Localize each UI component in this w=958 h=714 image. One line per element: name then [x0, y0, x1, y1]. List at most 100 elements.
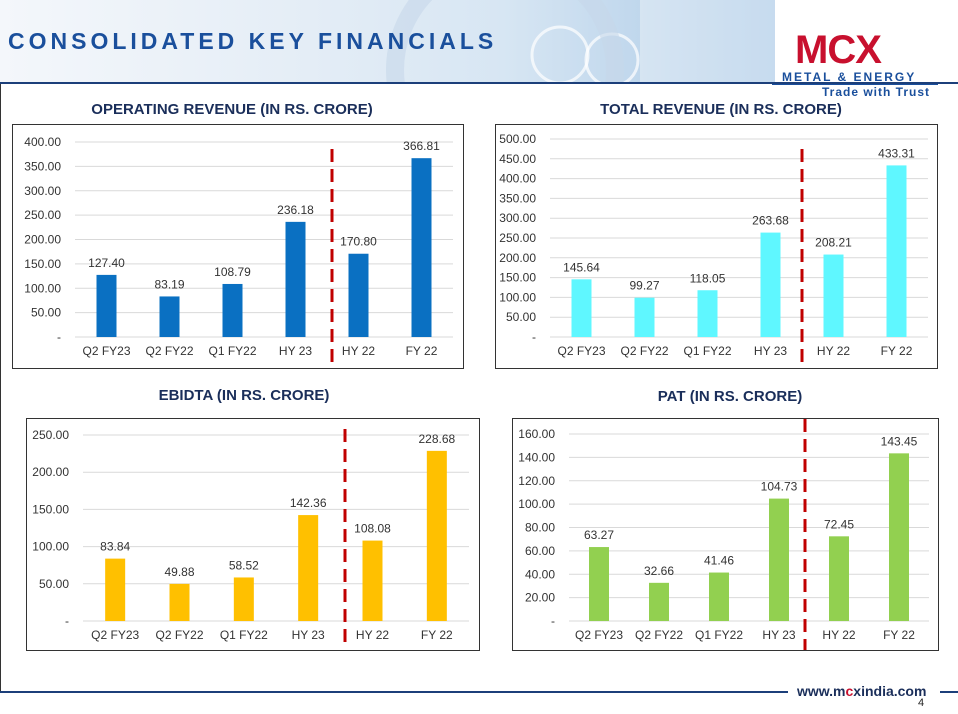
category-label: FY 22 [881, 344, 913, 358]
bar [96, 274, 117, 337]
category-label: HY 22 [817, 344, 850, 358]
category-label: HY 23 [292, 628, 325, 642]
chart-total-revenue: - 50.00 100.00 150.00 200.00 250.00 300.00 350.… [495, 124, 938, 369]
bar [589, 547, 609, 621]
y-tick-label: 350.00 [24, 159, 61, 173]
data-label: 145.64 [563, 260, 600, 274]
y-tick-label: 50.00 [39, 577, 69, 591]
chart-pat: - 20.00 40.00 60.00 80.00 100.00 120.00 140.00 1… [512, 418, 939, 651]
y-tick-label: 100.00 [32, 540, 69, 554]
y-tick-label: 150.00 [499, 271, 536, 285]
y-tick-label: 140.00 [518, 450, 555, 464]
slide-left-border [0, 84, 1, 692]
category-label: Q1 FY22 [220, 628, 268, 642]
footer-rule-left [0, 691, 788, 693]
bar [709, 572, 729, 621]
data-label: 32.66 [644, 564, 674, 578]
category-label: Q2 FY23 [82, 344, 130, 358]
y-tick-label: 60.00 [525, 544, 555, 558]
y-tick-label: 200.00 [499, 251, 536, 265]
chart-ebidta-svg: - 50.00 100.00 150.00 200.00 250.00 83.84 Q2 FY… [32, 428, 469, 645]
y-tick-label: 150.00 [32, 502, 69, 516]
data-label: 83.19 [154, 277, 184, 291]
category-label: Q1 FY22 [208, 344, 256, 358]
bar [285, 221, 306, 337]
category-label: HY 22 [342, 344, 375, 358]
slide-title: CONSOLIDATED KEY FINANCIALS [8, 28, 498, 54]
y-tick-label: 200.00 [24, 233, 61, 247]
chart-ebidta: - 50.00 100.00 150.00 200.00 250.00 83.84 Q2 FY… [26, 418, 480, 651]
footer-website-link[interactable]: www.mcxindia.com [797, 683, 926, 699]
y-tick-label: 500.00 [499, 132, 536, 146]
chart-title-total-revenue: TOTAL REVENUE (IN RS. CRORE) [600, 101, 842, 118]
bar [298, 515, 319, 621]
category-label: Q2 FY23 [575, 628, 623, 642]
category-label: FY 22 [421, 628, 453, 642]
logo-tagline: Trade with Trust [822, 85, 931, 99]
logo-subtitle: METAL & ENERGY [782, 70, 917, 84]
y-tick-label: 160.00 [518, 427, 555, 441]
y-tick-label: 100.00 [24, 281, 61, 295]
bar [649, 582, 669, 621]
y-tick-label: 20.00 [525, 591, 555, 605]
data-label: 118.05 [690, 271, 726, 285]
data-label: 72.45 [824, 517, 854, 531]
data-label: 236.18 [277, 203, 314, 217]
bar [769, 498, 789, 621]
category-label: FY 22 [883, 628, 915, 642]
y-tick-label: 50.00 [31, 306, 61, 320]
bar [411, 158, 432, 337]
category-label: Q2 FY23 [91, 628, 139, 642]
data-label: 108.08 [354, 522, 391, 536]
bar [823, 254, 844, 337]
data-label: 263.68 [752, 214, 789, 228]
category-label: Q1 FY22 [695, 628, 743, 642]
chart-total-revenue-svg: - 50.00 100.00 150.00 200.00 250.00 300.00 350.… [499, 132, 928, 368]
page-number: 4 [918, 697, 925, 709]
bar [829, 536, 849, 621]
data-label: 108.79 [214, 265, 251, 279]
y-tick-label: 50.00 [506, 310, 536, 324]
data-label: 170.80 [340, 235, 377, 249]
category-label: HY 23 [762, 628, 795, 642]
data-label: 127.40 [88, 256, 125, 270]
bar [426, 450, 447, 621]
y-tick-label: 400.00 [24, 135, 61, 149]
footer-rule-right [940, 691, 958, 693]
banner-decoration [386, 0, 775, 82]
data-label: 143.45 [881, 434, 918, 448]
data-label: 208.21 [815, 236, 852, 250]
y-tick-label: - [65, 614, 69, 628]
y-tick-label: 80.00 [525, 521, 555, 535]
bar [886, 165, 907, 337]
bar [634, 297, 655, 337]
y-tick-label: 200.00 [32, 465, 69, 479]
category-label: HY 22 [356, 628, 389, 642]
y-tick-label: 250.00 [32, 428, 69, 442]
logo-wordmark: MCX [795, 28, 882, 72]
y-tick-label: - [57, 330, 61, 344]
category-label: HY 23 [279, 344, 312, 358]
y-tick-label: 100.00 [499, 290, 536, 304]
bar [169, 583, 190, 621]
bar [159, 296, 180, 337]
y-tick-label: 120.00 [518, 474, 555, 488]
logo-divider [772, 84, 938, 85]
y-tick-label: 300.00 [24, 184, 61, 198]
y-tick-label: 300.00 [499, 211, 536, 225]
data-label: 433.31 [878, 146, 915, 160]
footer-url-pre: www.m [797, 683, 846, 699]
bar [105, 558, 126, 621]
chart-operating-revenue: - 50.00 100.00 150.00 200.00 250.00 300.00 350.… [12, 124, 464, 369]
y-tick-label: 150.00 [24, 257, 61, 271]
category-label: Q2 FY22 [620, 344, 668, 358]
category-label: Q2 FY22 [635, 628, 683, 642]
bar [362, 540, 383, 621]
mcx-logo: MCX METAL & ENERGY Trade with Trust [772, 30, 952, 102]
category-label: Q2 FY23 [557, 344, 605, 358]
data-label: 63.27 [584, 528, 614, 542]
data-label: 366.81 [403, 139, 440, 153]
y-tick-label: 40.00 [525, 567, 555, 581]
chart-pat-svg: - 20.00 40.00 60.00 80.00 100.00 120.00 140.00 1… [518, 419, 929, 650]
y-tick-label: - [532, 330, 536, 344]
